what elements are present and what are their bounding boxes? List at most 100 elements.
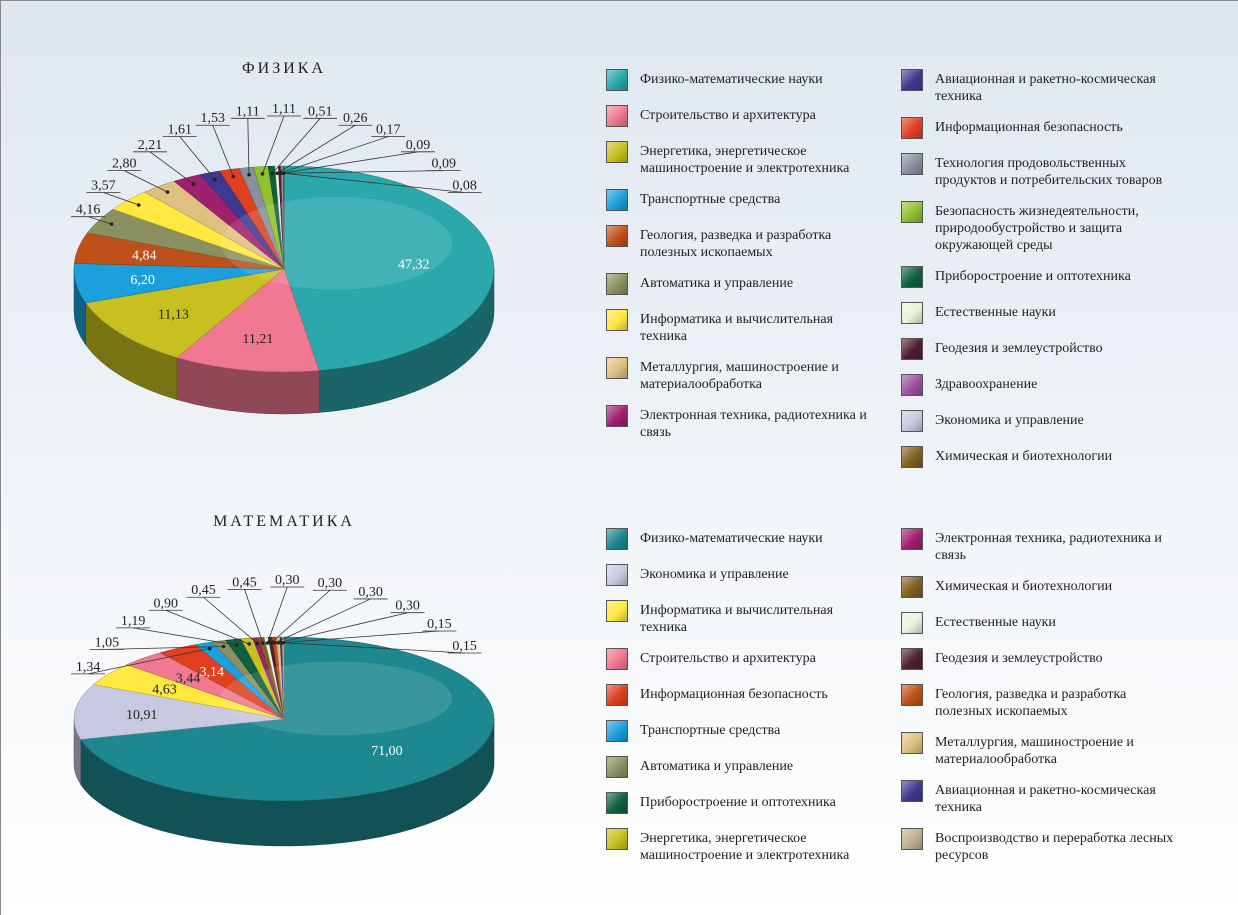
legend-swatch [901,684,923,706]
leader-line [283,172,465,193]
legend-label: Приборостроение и оптотехника [935,269,1131,284]
legend-item: Энергетика, энергетическое машиностроени… [606,828,901,864]
legend-item: Экономика и управление [901,410,1196,434]
legend-column: Авиационная и ракетно-космическая техник… [901,69,1196,482]
pie-slice [85,268,285,358]
legend-item: Естественные науки [901,612,1196,636]
leader-line [106,646,224,650]
pie-sides [73,718,495,847]
legend-label: Естественные науки [935,305,1056,320]
legend-swatch [901,732,923,754]
value-label: 71,00 [371,744,403,759]
legend-label: Безопасность жизнедеятельности, природоо… [935,204,1139,253]
value-label: 4,16 [76,203,101,218]
legend-item: Физико-математические науки [606,69,901,93]
leader-dot [191,182,196,186]
pie-slice [282,165,285,270]
legend-label: Приборостроение и оптотехника [640,795,836,810]
legend-item: Информационная безопасность [606,684,901,708]
legend-label: Геодезия и землеустройство [935,651,1103,666]
leader-dot [109,222,114,226]
legend-label: Авиационная и ракетно-космическая техник… [935,72,1156,104]
leader-line [283,642,465,654]
legend-label: Металлургия, машиностроение и материалоо… [640,360,839,392]
leader-dot [261,641,265,645]
legend-item: Физико-математические науки [606,528,901,552]
legend-label: Естественные науки [935,615,1056,630]
leader-dot [275,171,279,176]
legend-label: Строительство и архитектура [640,108,816,123]
legend-item: Электронная техника, радиотехника и связ… [901,528,1196,564]
legend-item: Металлургия, машиностроение и материалоо… [606,357,901,393]
legend-label: Химическая и биотехнологии [935,449,1113,464]
value-label: 0,09 [406,138,431,153]
legend-swatch [606,648,628,670]
leader-dot [165,190,170,194]
legend-label: Здравоохранение [935,377,1038,392]
leader-line [179,136,216,180]
legend-label: Информационная безопасность [935,120,1123,135]
leader-dot [273,641,277,645]
legend-swatch [606,189,628,211]
legend-item: Химическая и биотехнологии [901,446,1196,470]
legend-swatch [901,201,923,223]
value-label: 0,30 [395,599,420,614]
legend-swatch [606,528,628,550]
value-label: 4,63 [152,682,177,697]
legend-swatch [606,225,628,247]
legend-label: Воспроизводство и переработка лесных рес… [935,831,1174,863]
legend-swatch [606,273,628,295]
leader-line [281,630,440,644]
leader-line [270,589,331,644]
legend-item: Энергетика, энергетическое машиностроени… [606,141,901,177]
legend-label: Химическая и биотехнологии [935,579,1113,594]
legend-label: Геология, разведка и разработка полезных… [935,687,1127,719]
legend-label: Экономика и управление [935,413,1084,428]
leader-line [272,118,321,174]
value-label: 10,91 [126,708,158,723]
leader-line [276,124,356,174]
leader-line [278,612,408,644]
value-label: 0,26 [343,111,368,126]
pie-slice [80,636,495,802]
legend: Физико-математические науки Строительство… [606,69,1196,482]
legend-item: Геодезия и землеустройство [901,338,1196,362]
legend-label: Металлургия, машиностроение и материалоо… [935,735,1134,767]
legend-swatch [606,69,628,91]
legend-swatch [901,374,923,396]
legend-label: Электронная техника, радиотехника и связ… [640,408,867,440]
leader-line [149,151,194,185]
pie-slice [281,636,285,720]
legend-item: Безопасность жизнедеятельности, природоо… [901,201,1196,254]
legend-label: Информатика и вычислительная техника [640,312,834,344]
value-label: 0,09 [431,157,456,172]
legend-swatch [901,648,923,670]
legend-item: Металлургия, машиностроение и материалоо… [901,732,1196,768]
leader-dot [231,174,236,179]
legend-swatch [901,528,923,550]
leader-line [87,648,210,675]
value-label: 0,15 [427,617,452,632]
legend-item: Автоматика и управление [606,273,901,297]
leader-dot [281,171,286,176]
leader-dot [265,641,270,645]
legend-swatch [606,405,628,427]
legend-column: Физико-математические науки Экономика и у… [606,528,901,876]
legend-item: Строительство и архитектура [606,105,901,129]
legend-swatch [901,69,923,91]
legend-label: Геология, разведка и разработка полезных… [640,228,832,260]
value-label: 2,21 [138,138,163,153]
legend-item: Информатика и вычислительная техника [606,309,901,345]
legend-item: Здравоохранение [901,374,1196,398]
pie-slice [283,165,495,371]
legend-item: Транспортные средства [606,189,901,213]
value-label: 1,34 [76,660,101,675]
legend-swatch [901,153,923,175]
legend-item: Авиационная и ракетно-космическая техник… [901,780,1196,816]
legend-label: Энергетика, энергетическое машиностроени… [640,831,850,863]
legend-item: Геология, разведка и разработка полезных… [901,684,1196,720]
legend-label: Информационная безопасность [640,687,828,702]
leader-dot [276,640,281,645]
legend-label: Автоматика и управление [640,759,794,774]
legend-label: Транспортные средства [640,192,781,207]
